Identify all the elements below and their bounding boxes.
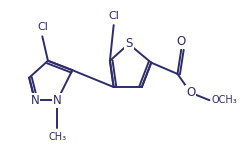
Text: N: N: [53, 94, 62, 107]
Text: Cl: Cl: [37, 22, 48, 32]
Text: S: S: [125, 37, 132, 50]
Text: CH₃: CH₃: [48, 132, 66, 142]
Text: O: O: [177, 35, 186, 47]
Text: OCH₃: OCH₃: [211, 95, 237, 105]
Text: N: N: [31, 94, 39, 107]
Text: O: O: [186, 86, 195, 99]
Text: Cl: Cl: [108, 11, 119, 21]
